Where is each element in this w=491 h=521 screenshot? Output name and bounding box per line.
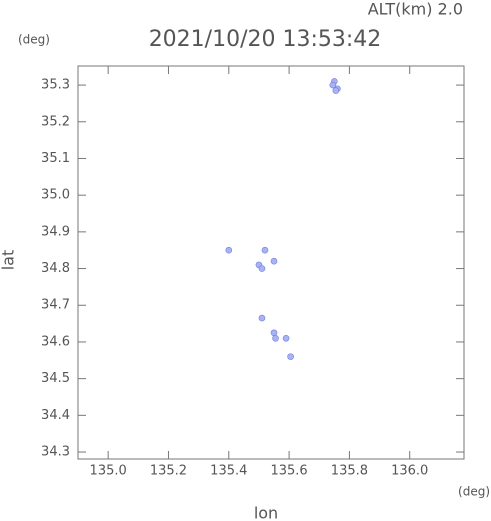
point bbox=[287, 353, 294, 360]
x-tick-label: 136.0 bbox=[391, 464, 428, 479]
y-tick-label: 34.4 bbox=[41, 408, 70, 423]
point bbox=[261, 246, 269, 254]
y-tick-label: 34.5 bbox=[41, 371, 70, 386]
plot-frame bbox=[77, 65, 465, 460]
y-tick-label: 34.8 bbox=[41, 261, 70, 276]
x-tick-label: 135.2 bbox=[150, 464, 187, 479]
y-tick-label: 34.6 bbox=[41, 334, 70, 349]
x-tick-label: 135.8 bbox=[331, 464, 368, 479]
point bbox=[270, 329, 278, 337]
point bbox=[270, 257, 278, 265]
point bbox=[332, 87, 340, 94]
annotation: ALT(km) 2.0 bbox=[368, 0, 463, 19]
y-tick-label: 34.3 bbox=[41, 445, 70, 460]
point bbox=[258, 265, 266, 272]
point bbox=[282, 334, 290, 342]
y-tick-label: 34.7 bbox=[41, 298, 70, 313]
y-tick-label: 35.3 bbox=[41, 78, 70, 93]
y-tick-label: 35.1 bbox=[41, 151, 70, 166]
x-axis-label: lon bbox=[254, 504, 278, 521]
x-tick-label: 135.4 bbox=[210, 464, 247, 479]
y-tick-label: 34.9 bbox=[41, 224, 70, 239]
point bbox=[225, 246, 233, 254]
y-axis-label: lat bbox=[0, 250, 18, 271]
point bbox=[329, 81, 337, 89]
y-tick-label: 35.0 bbox=[41, 188, 70, 203]
y-tick-label: 35.2 bbox=[41, 114, 70, 129]
x-tick-label: 135.0 bbox=[90, 464, 127, 479]
point bbox=[258, 314, 266, 322]
y-unit: (deg) bbox=[18, 33, 50, 47]
x-unit: (deg) bbox=[458, 485, 490, 499]
chart-title: 2021/10/20 13:53:42 bbox=[149, 27, 382, 52]
point bbox=[272, 334, 279, 342]
x-tick-label: 135.6 bbox=[270, 464, 307, 479]
